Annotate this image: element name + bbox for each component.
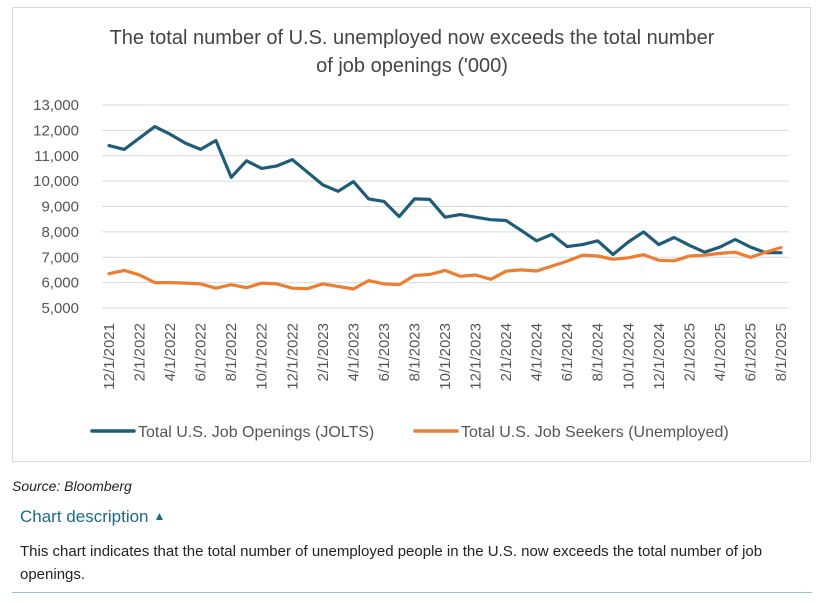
x-tick-label: 10/1/2024: [620, 323, 637, 390]
x-tick-label: 8/1/2023: [406, 323, 423, 381]
x-tick-label: 4/1/2023: [345, 323, 362, 381]
x-tick-label: 12/1/2022: [284, 323, 301, 390]
x-tick-label: 2/1/2024: [498, 323, 515, 381]
y-tick-label: 11,000: [34, 148, 79, 165]
chart-description-toggle[interactable]: Chart description ▲: [20, 507, 165, 527]
x-tick-label: 6/1/2024: [559, 323, 576, 381]
x-tick-label: 4/1/2024: [529, 323, 546, 381]
series-line-job-seekers: [107, 246, 783, 291]
x-tick-label: 8/1/2025: [773, 323, 790, 381]
chart-title-line: The total number of U.S. unemployed now …: [110, 27, 715, 49]
x-tick-label: 4/1/2022: [162, 323, 179, 381]
y-tick-label: 10,000: [33, 173, 79, 190]
chart-title-line: of job openings ('000): [316, 55, 508, 77]
x-tick-label: 2/1/2025: [681, 323, 698, 381]
x-tick-label: 10/1/2022: [254, 323, 271, 390]
y-tick-label: 13,000: [33, 97, 79, 114]
x-tick-label: 2/1/2022: [132, 323, 149, 381]
source-note: Source: Bloomberg: [12, 478, 132, 494]
x-tick-label: 12/1/2021: [101, 323, 118, 390]
x-tick-label: 8/1/2024: [590, 323, 607, 381]
chevron-up-icon: ▲: [153, 509, 166, 523]
y-tick-label: 7,000: [41, 249, 79, 266]
chart-frame: [12, 7, 811, 462]
x-tick-label: 2/1/2023: [315, 323, 332, 381]
y-tick-label: 12,000: [33, 122, 79, 139]
series-line-job-openings: [107, 124, 783, 257]
x-tick-label: 12/1/2024: [651, 323, 668, 390]
legend-item-job-openings-label: Total U.S. Job Openings (JOLTS): [138, 424, 374, 441]
x-tick-label: 6/1/2023: [376, 323, 393, 381]
y-tick-label: 5,000: [41, 300, 79, 317]
legend-item-job-seekers-label: Total U.S. Job Seekers (Unemployed): [461, 424, 729, 441]
y-tick-label: 8,000: [41, 224, 79, 241]
x-tick-label: 4/1/2025: [712, 323, 729, 381]
x-tick-label: 12/1/2023: [468, 323, 485, 390]
line-chart: The total number of U.S. unemployed now …: [33, 27, 790, 441]
chart-description-text: This chart indicates that the total numb…: [20, 543, 763, 583]
x-tick-label: 10/1/2023: [437, 323, 454, 390]
y-tick-label: 9,000: [41, 199, 79, 216]
x-tick-label: 8/1/2022: [223, 323, 240, 381]
y-tick-label: 6,000: [41, 275, 79, 292]
divider: [12, 592, 812, 593]
chart-description-label: Chart description: [20, 507, 149, 526]
x-tick-label: 6/1/2022: [193, 323, 210, 381]
x-tick-label: 6/1/2025: [742, 323, 759, 381]
